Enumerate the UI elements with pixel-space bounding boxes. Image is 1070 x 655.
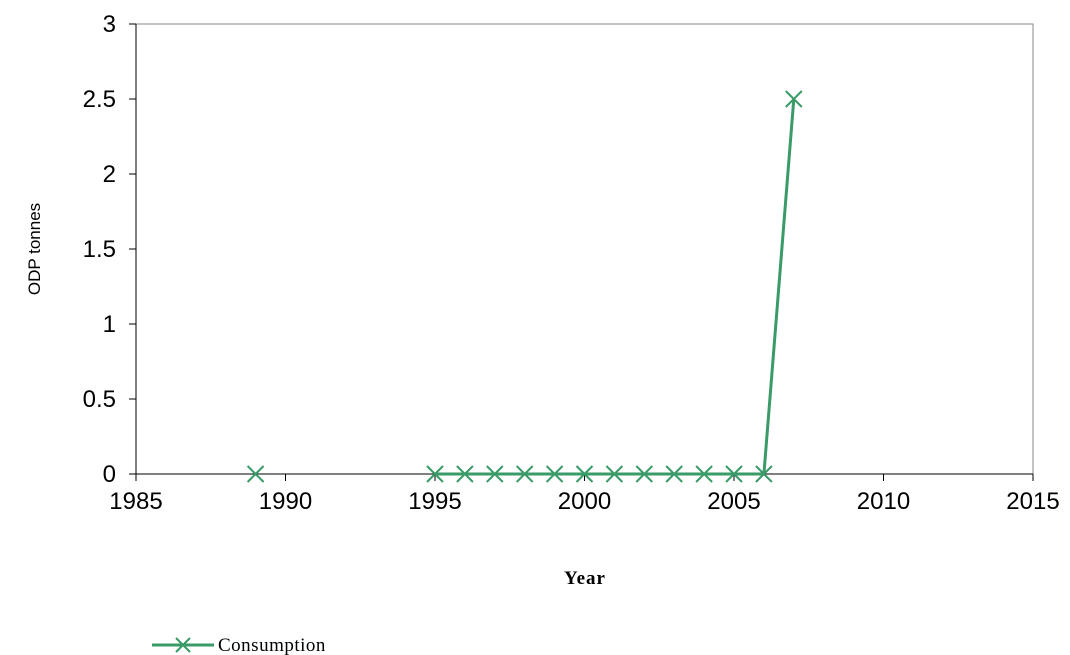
data-point (725, 465, 743, 483)
x-axis-label: Year (564, 568, 606, 589)
data-point (665, 465, 683, 483)
y-tick-label: 3 (103, 11, 116, 38)
y-axis-label: ODP tonnes (25, 203, 44, 295)
y-tick-label: 0.5 (83, 386, 116, 413)
y-tick-label: 0 (103, 461, 116, 488)
data-point (486, 465, 504, 483)
series-line (435, 98, 796, 476)
legend-marker-x-icon (175, 637, 191, 653)
x-axis: 1985 1990 1995 2000 2005 2010 2015 (109, 473, 1060, 515)
x-tick-label: 2015 (1006, 488, 1059, 515)
y-tick-label: 1.5 (83, 236, 116, 263)
data-point (515, 465, 534, 483)
data-point (426, 465, 444, 483)
y-tick-label: 2 (103, 161, 116, 188)
legend-label-consumption: Consumption (218, 635, 326, 655)
plot-area (135, 23, 1034, 475)
legend: Consumption (152, 635, 326, 655)
x-tick-label: 2005 (707, 488, 760, 515)
x-tick-label: 2000 (558, 488, 611, 515)
data-point (605, 465, 624, 483)
y-axis: 0 0.5 1 1.5 2 2.5 3 (83, 11, 137, 488)
x-tick-label: 1990 (259, 488, 312, 515)
y-tick-label: 1 (103, 311, 116, 338)
y-tick-label: 2.5 (83, 86, 116, 113)
data-point (246, 465, 265, 483)
x-tick-label: 2010 (857, 488, 910, 515)
data-point (635, 465, 654, 483)
data-point (785, 90, 803, 108)
data-point (456, 465, 474, 483)
x-tick-label: 1985 (109, 488, 162, 515)
x-tick-label: 1995 (408, 488, 461, 515)
data-point (695, 465, 713, 483)
data-point (575, 465, 594, 483)
series-layer (246, 90, 803, 483)
data-point (755, 465, 773, 483)
data-point (545, 465, 564, 483)
